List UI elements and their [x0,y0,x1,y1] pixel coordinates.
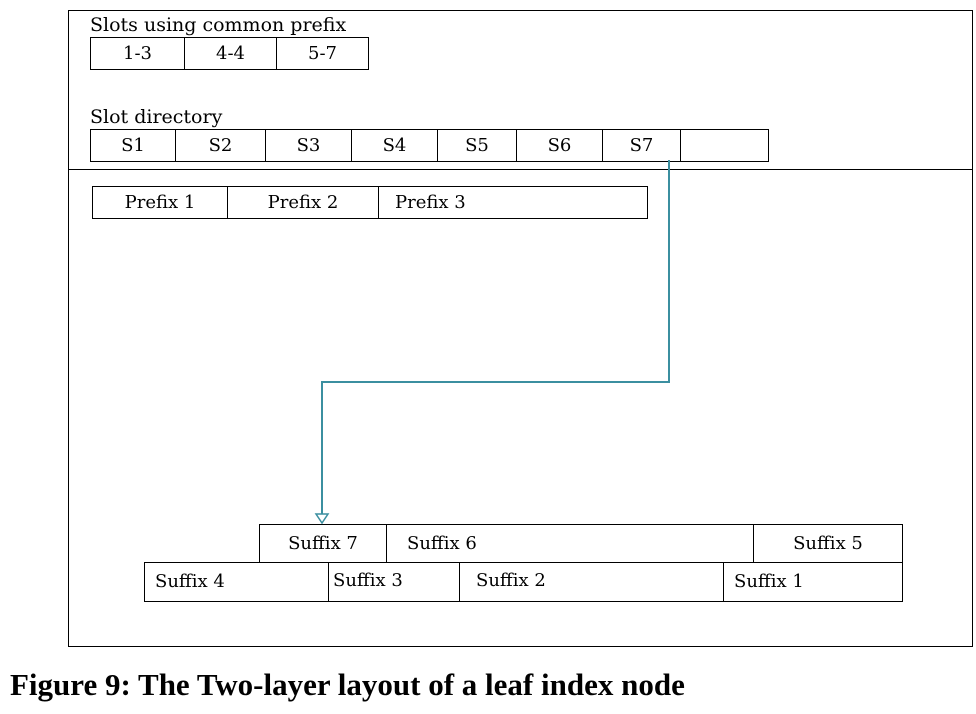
slot-cell: S6 [517,130,603,161]
suffix-cell: Suffix 2 [460,563,724,601]
prefix-cell: Prefix 1 [93,187,228,218]
prefix-slot-cell: 5-7 [308,43,337,64]
header-divider [68,169,973,170]
suffix-cell: Suffix 5 [793,533,863,554]
leaf-node-frame [68,10,973,647]
slot-cell: S5 [438,130,517,161]
prefix-row: Prefix 1 Prefix 2 Prefix 3 [92,186,648,219]
slot-cell: S7 [603,130,681,161]
pointer-line [321,160,670,516]
suffix-cell: Suffix 1 [734,571,804,592]
figure-caption: Figure 9: The Two-layer layout of a leaf… [10,667,685,702]
suffix-cell: Suffix 7 [260,525,387,562]
prefix-cell: Prefix 2 [228,187,379,218]
suffix-cell: Suffix 4 [145,563,329,601]
slot-cell: S2 [176,130,266,161]
slot-cell: S1 [91,130,176,161]
prefix-slots-row: 1-3 4-4 5-7 [90,37,369,70]
slot-cell: S3 [266,130,352,161]
suffix-row-bottom: Suffix 4 Suffix 3 Suffix 2 Suffix 1 [144,562,903,602]
prefix-slot-cell: 4-4 [185,38,277,69]
slot-directory-row: S1 S2 S3 S4 S5 S6 S7 [90,129,769,162]
suffix-cell: Suffix 3 [329,563,460,601]
slot-cell: S4 [352,130,438,161]
prefix-slots-label: Slots using common prefix [90,14,347,36]
prefix-slot-cell: 1-3 [91,38,185,69]
prefix-cell: Prefix 3 [395,192,466,213]
suffix-cell: Suffix 6 [387,525,754,562]
slot-directory-label: Slot directory [90,106,223,128]
pointer-arrowhead [314,513,330,525]
